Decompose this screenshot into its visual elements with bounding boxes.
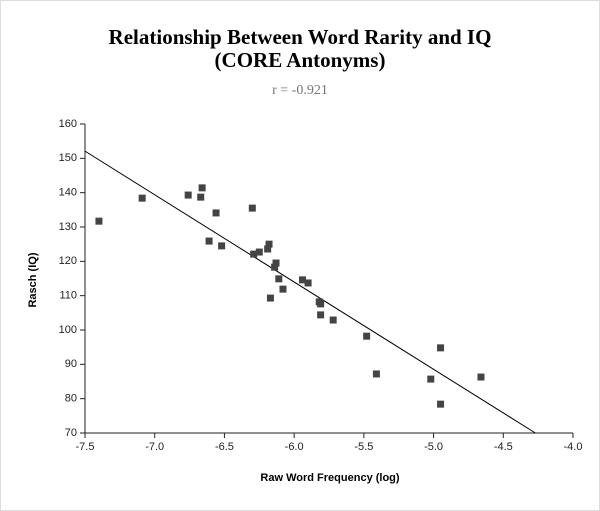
- y-tick-label: 110: [59, 290, 77, 302]
- point: [197, 193, 205, 201]
- point: [279, 285, 287, 293]
- point: [198, 184, 206, 192]
- x-tick-label: -7.0: [145, 441, 164, 453]
- chart-title: Relationship Between Word Rarity and IQ: [109, 25, 492, 49]
- trendline: [84, 150, 536, 434]
- x-tick-label: -5.5: [354, 441, 373, 453]
- point: [437, 344, 445, 352]
- y-tick-label: 80: [65, 393, 77, 405]
- point: [275, 275, 283, 283]
- y-tick-label: 160: [59, 118, 77, 130]
- x-tick-label: -6.0: [285, 441, 304, 453]
- point: [329, 316, 337, 324]
- x-axis-label: Raw Word Frequency (log): [260, 472, 399, 484]
- point: [372, 370, 380, 378]
- y-axis-label: Rasch (IQ): [27, 252, 39, 307]
- x-tick-label: -4.5: [494, 441, 513, 453]
- point: [304, 279, 312, 287]
- point: [255, 248, 263, 256]
- point: [299, 276, 307, 284]
- point: [266, 294, 274, 302]
- point: [212, 209, 220, 217]
- point: [477, 373, 485, 381]
- x-tick-label: -4.0: [564, 441, 583, 453]
- x-tick-label: -7.5: [76, 441, 95, 453]
- point: [248, 204, 256, 212]
- y-tick-label: 150: [59, 152, 77, 164]
- point: [317, 311, 325, 319]
- point: [265, 240, 273, 248]
- point: [264, 245, 272, 253]
- point: [317, 300, 325, 308]
- point: [363, 332, 371, 340]
- y-tick-label: 130: [59, 221, 77, 233]
- point: [427, 375, 435, 383]
- point: [272, 259, 280, 267]
- point: [184, 191, 192, 199]
- x-tick-label: -5.0: [424, 441, 443, 453]
- point: [138, 194, 146, 202]
- y-tick-label: 120: [59, 255, 77, 267]
- y-tick-label: 70: [65, 427, 77, 439]
- point: [250, 250, 258, 258]
- point: [271, 263, 279, 271]
- point: [437, 400, 445, 408]
- y-tick-label: 90: [65, 358, 77, 370]
- point: [218, 242, 226, 250]
- y-tick-label: 100: [59, 324, 77, 336]
- annotation: r = -0.921: [272, 83, 328, 98]
- x-tick-label: -6.5: [215, 441, 234, 453]
- chart-subtitle: (CORE Antonyms): [215, 48, 386, 72]
- point: [95, 217, 103, 225]
- y-tick-label: 140: [59, 187, 77, 199]
- point: [205, 237, 213, 245]
